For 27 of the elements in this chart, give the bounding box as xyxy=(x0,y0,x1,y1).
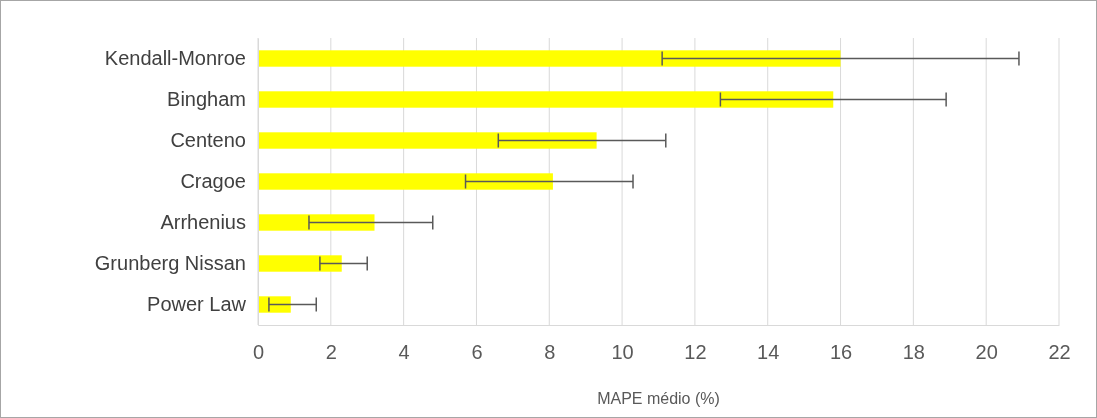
x-tick-label: 4 xyxy=(398,341,410,364)
y-tick-label: Centeno xyxy=(170,128,246,151)
x-tick-label: 12 xyxy=(684,341,707,364)
x-axis-title: MAPE médio (%) xyxy=(597,390,720,407)
x-tick-label: 10 xyxy=(611,341,634,364)
bar xyxy=(258,91,834,108)
x-tick-label: 22 xyxy=(1048,341,1071,364)
x-tick-label: 14 xyxy=(757,341,780,364)
bar xyxy=(258,173,553,190)
bar xyxy=(258,255,342,272)
y-tick-label: Kendall-Monroe xyxy=(104,46,246,69)
y-tick-label: Grunberg Nissan xyxy=(94,251,246,274)
bar xyxy=(258,214,375,231)
x-tick-label: 6 xyxy=(471,341,483,364)
y-tick-label: Power Law xyxy=(147,292,247,315)
x-tick-label: 16 xyxy=(829,341,853,364)
x-tick-label: 18 xyxy=(902,341,925,364)
x-tick-label: 8 xyxy=(544,341,556,364)
bar xyxy=(258,50,841,67)
bar xyxy=(258,296,291,313)
x-tick-label: 20 xyxy=(975,341,998,364)
y-tick-label: Arrhenius xyxy=(160,210,246,233)
y-tick-label: Cragoe xyxy=(180,169,246,192)
y-tick-label: Bingham xyxy=(167,87,246,110)
bar xyxy=(258,132,597,149)
x-tick-label: 2 xyxy=(325,341,337,364)
x-tick-label: 0 xyxy=(252,341,265,364)
